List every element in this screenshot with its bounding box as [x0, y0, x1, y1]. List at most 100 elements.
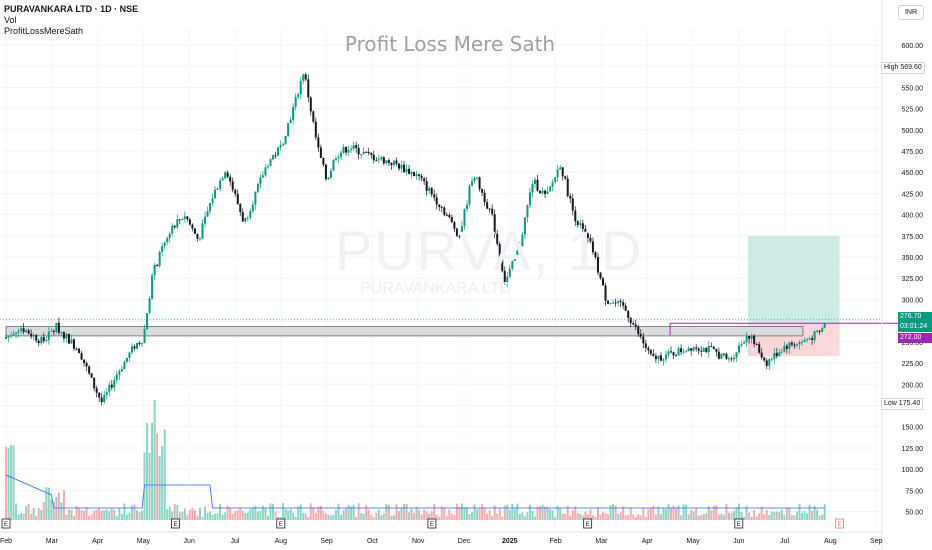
- volume-bar: [73, 516, 76, 520]
- volume-bar: [652, 505, 655, 520]
- candle-body: [629, 317, 632, 324]
- candle-body: [569, 195, 572, 199]
- candle-body: [438, 204, 441, 207]
- volume-bar: [579, 513, 582, 520]
- volume-bar: [85, 506, 88, 520]
- volume-bar: [365, 505, 368, 520]
- symbol-title[interactable]: PURAVANKARA LTD · 1D · NSE: [4, 4, 139, 14]
- volume-bar: [740, 512, 743, 520]
- candle-body: [702, 348, 705, 352]
- candle-body: [591, 241, 594, 253]
- candle-body: [813, 331, 816, 341]
- candle-body: [216, 188, 219, 190]
- volume-bar: [312, 507, 315, 520]
- candle-body: [350, 148, 353, 150]
- volume-bar: [299, 504, 302, 520]
- x-tick-label: Aug: [824, 538, 837, 545]
- candle-body: [465, 204, 468, 209]
- volume-bar: [622, 506, 625, 520]
- volume-bar: [695, 507, 698, 520]
- candle-body: [274, 155, 277, 157]
- y-tick-label: 100.00: [902, 467, 924, 474]
- candle-body: [284, 136, 287, 144]
- candle-body: [602, 278, 605, 286]
- earnings-marker: [835, 518, 844, 529]
- candle-body: [201, 223, 204, 239]
- volume-bar: [727, 512, 730, 520]
- candle-body: [670, 351, 673, 353]
- candle-body: [599, 272, 602, 279]
- volume-bar: [25, 506, 28, 520]
- ticker-watermark: PURVA, 1D: [335, 219, 644, 282]
- volume-bar: [173, 504, 176, 520]
- volume-bar: [700, 514, 703, 520]
- candle-body: [312, 111, 315, 122]
- company-watermark: PURAVANKARA LTD: [360, 280, 512, 297]
- volume-bar: [629, 507, 632, 520]
- volume-bar: [607, 514, 610, 520]
- candle-body: [206, 211, 209, 217]
- candle-body: [395, 160, 398, 164]
- volume-bar: [78, 508, 81, 520]
- candle-body: [425, 181, 428, 191]
- strategy-indicator-label[interactable]: ProfitLossMereSath: [4, 26, 84, 36]
- volume-bar: [120, 514, 123, 520]
- candle-body: [196, 233, 199, 239]
- volume-bar: [151, 422, 154, 520]
- candle-body: [88, 366, 91, 374]
- candle-body: [722, 353, 725, 355]
- candle-body: [738, 345, 741, 353]
- candle-body: [609, 303, 612, 305]
- volume-bar: [513, 508, 516, 520]
- volume-bar: [743, 516, 746, 520]
- candle-body: [415, 174, 418, 176]
- volume-bar: [234, 510, 237, 520]
- candle-body: [146, 313, 149, 330]
- candle-body: [221, 178, 224, 181]
- volume-bar: [690, 509, 693, 520]
- volume-bar: [591, 515, 594, 520]
- volume-bar: [795, 511, 798, 520]
- candle-body: [47, 331, 50, 341]
- candle-body: [125, 357, 128, 362]
- candle-body: [513, 257, 516, 261]
- candle-body: [153, 264, 156, 276]
- candle-body: [811, 338, 814, 341]
- candle-body: [808, 338, 811, 340]
- candle-body: [455, 228, 458, 236]
- volume-bar: [738, 503, 741, 520]
- candle-body: [732, 357, 735, 360]
- candle-body: [35, 335, 38, 341]
- volume-bar: [627, 515, 630, 520]
- candle-body: [634, 324, 637, 327]
- volume-bar: [45, 487, 48, 520]
- candle-body: [423, 178, 426, 182]
- volume-bar: [403, 503, 406, 520]
- volume-bar: [571, 510, 574, 520]
- candle-body: [720, 353, 723, 359]
- candle-body: [695, 347, 698, 349]
- candle-body: [27, 330, 30, 334]
- candle-body: [556, 169, 559, 178]
- volume-bar: [249, 509, 252, 520]
- currency-button[interactable]: INR: [898, 5, 924, 20]
- volume-bar: [813, 506, 816, 520]
- candle-body: [244, 217, 247, 222]
- volume-bar: [468, 513, 471, 520]
- volume-ma-line: [5, 474, 825, 509]
- volume-bar: [637, 514, 640, 520]
- volume-bar: [823, 504, 826, 520]
- candle-body: [392, 160, 395, 165]
- candle-body: [367, 151, 370, 153]
- candle-body: [687, 348, 690, 352]
- volume-bar: [261, 505, 264, 520]
- candle-body: [458, 235, 461, 237]
- volume-bar: [395, 504, 398, 520]
- candle-body: [70, 339, 73, 344]
- candle-body: [788, 342, 791, 349]
- volume-indicator-label[interactable]: Vol: [4, 15, 17, 25]
- volume-bar: [360, 513, 363, 520]
- candle-body: [740, 343, 743, 346]
- volume-bar: [337, 503, 340, 520]
